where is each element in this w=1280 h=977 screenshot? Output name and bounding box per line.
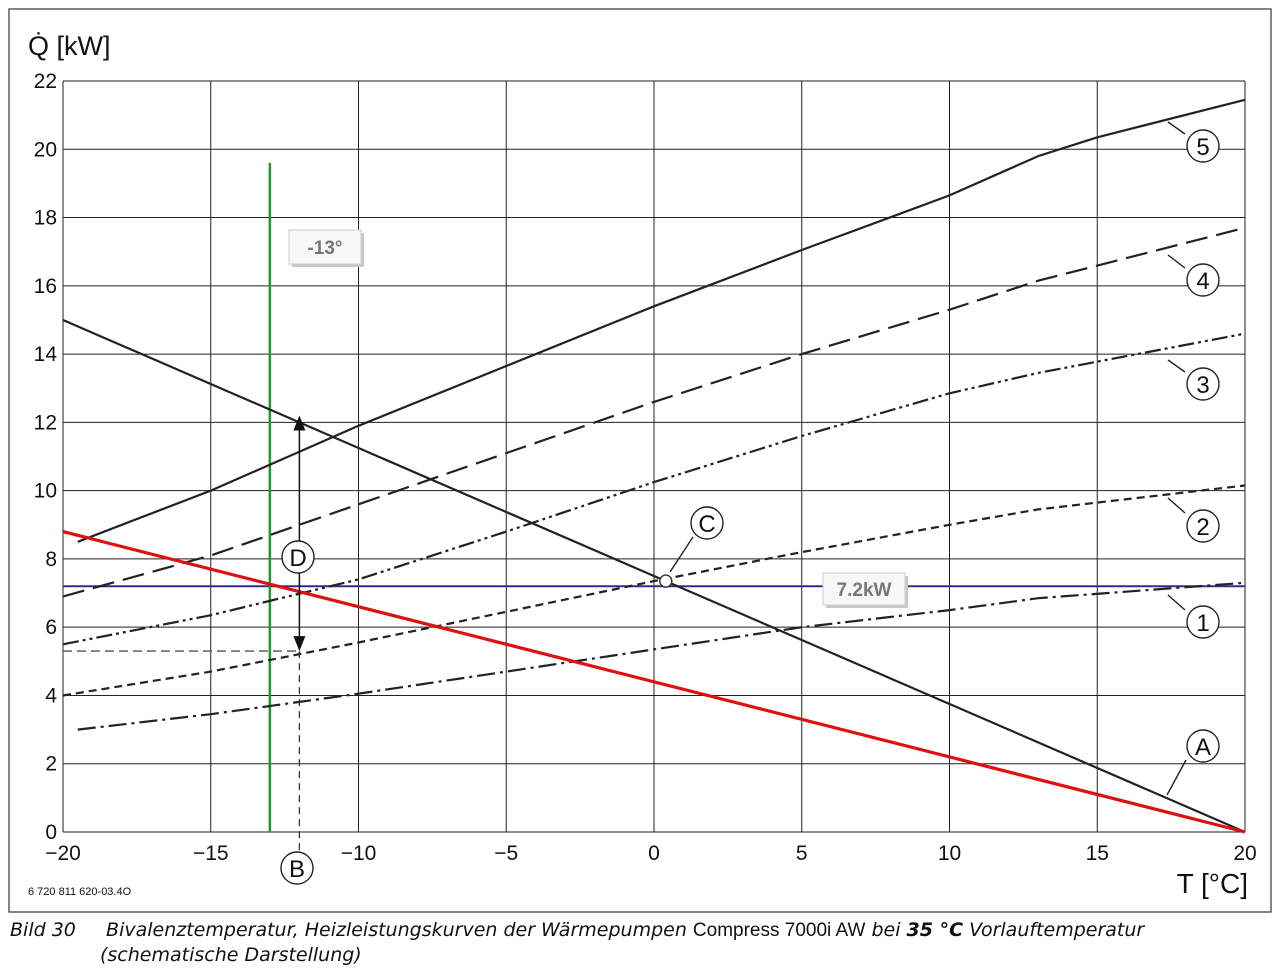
x-tick-label: −10 <box>341 842 377 865</box>
callout-circle-A <box>1186 729 1220 763</box>
figure-caption: Bild 30 Bivalenztemperatur, Heizleistung… <box>10 918 1272 968</box>
x-tick-label: −20 <box>45 842 81 865</box>
y-tick-label: 22 <box>34 70 57 93</box>
callout-leader-4 <box>1167 254 1186 269</box>
callout-label-D: D <box>289 545 306 572</box>
callout-circle-2 <box>1186 509 1220 543</box>
x-tick-label: −5 <box>494 842 518 865</box>
x-axis-label: T [°C] <box>1177 868 1248 899</box>
callout-label-1: 1 <box>1196 610 1209 637</box>
series-curve-4 <box>62 226 1246 598</box>
callout-circle-D <box>281 540 315 574</box>
x-tick-label: 10 <box>938 842 961 865</box>
series-curve-1 <box>77 581 1246 731</box>
x-tick-label: 15 <box>1086 842 1109 865</box>
x-tick-label: 20 <box>1233 842 1256 865</box>
y-tick-label: 16 <box>34 275 57 298</box>
caption-product: Compress 7000i AW <box>692 920 866 941</box>
bivalent-label-box <box>288 229 362 265</box>
callout-label-A: A <box>1195 734 1211 761</box>
caption-line-1: Bild 30 Bivalenztemperatur, Heizleistung… <box>10 918 1272 943</box>
series-curve-A <box>62 318 1246 834</box>
callout-label-C: C <box>698 511 715 538</box>
callout-label-2: 2 <box>1196 514 1209 541</box>
d-arrow-head-up <box>293 415 306 431</box>
callout-label-5: 5 <box>1196 134 1209 161</box>
caption-label: Bild 30 <box>10 919 76 941</box>
y-tick-label: 6 <box>45 616 57 639</box>
callout-leader-A <box>1166 759 1187 796</box>
callout-leader-C <box>669 536 694 573</box>
d-arrow-head-down <box>293 636 306 652</box>
callout-label-4: 4 <box>1196 268 1209 295</box>
figure-code: 6 720 811 620-03.4O <box>28 886 132 898</box>
caption-text-3: Vorlauftemperatur <box>969 919 1145 941</box>
callout-circle-B <box>280 851 314 885</box>
caption-text-2: bei <box>871 919 901 941</box>
caption-temperature: 35 °C <box>906 919 964 941</box>
callout-circle-5 <box>1186 129 1220 163</box>
y-tick-label: 2 <box>45 753 57 776</box>
y-tick-label: 12 <box>34 411 57 434</box>
x-tick-label: 5 <box>796 842 808 865</box>
y-tick-label: 8 <box>45 548 57 571</box>
callout-leader-1 <box>1167 594 1186 611</box>
y-tick-label: 14 <box>34 343 58 366</box>
bivalent-label-text: -13° <box>307 238 342 259</box>
y-tick-label: 20 <box>34 138 57 161</box>
demand-label-text: 7.2kW <box>837 580 892 601</box>
callout-circle-4 <box>1186 263 1220 297</box>
callout-leader-3 <box>1167 359 1186 373</box>
callout-label-B: B <box>289 856 305 883</box>
series-curve-3 <box>62 332 1246 646</box>
callout-label-3: 3 <box>1196 372 1209 399</box>
caption-line-2: (schematische Darstellung) <box>100 944 362 966</box>
series-curve-red <box>62 530 1246 834</box>
c-point-marker <box>659 574 673 588</box>
y-tick-label: 10 <box>34 480 57 503</box>
series-curve-2 <box>62 484 1246 697</box>
y-axis-label: Q̇ [kW] <box>28 31 111 61</box>
callout-leader-2 <box>1167 497 1186 514</box>
callout-circle-1 <box>1186 605 1220 639</box>
x-tick-label: −15 <box>193 842 229 865</box>
chart-frame <box>8 8 1272 913</box>
y-tick-label: 0 <box>45 821 57 844</box>
caption-text: Bivalenztemperatur, Heizleistungskurven … <box>106 919 687 941</box>
y-tick-label: 18 <box>34 207 57 230</box>
callout-circle-C <box>690 506 724 540</box>
series-curve-5 <box>77 98 1246 543</box>
x-tick-label: 0 <box>648 842 660 865</box>
y-tick-label: 4 <box>45 684 57 707</box>
callout-circle-3 <box>1186 367 1220 401</box>
callout-leader-5 <box>1167 121 1186 135</box>
demand-label-box <box>822 572 906 606</box>
